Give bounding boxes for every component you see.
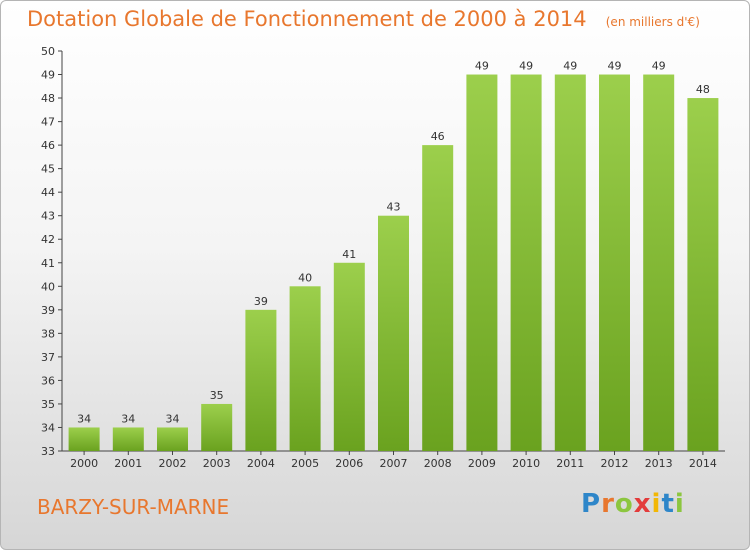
bar-2007 <box>378 215 409 451</box>
y-tick-label: 47 <box>41 116 55 129</box>
y-tick-label: 37 <box>41 351 55 364</box>
bar-2011 <box>554 74 586 451</box>
data-label-2012: 49 <box>608 60 622 73</box>
data-label-2003: 35 <box>210 389 224 402</box>
x-tick-label-2014: 2014 <box>689 457 717 470</box>
title-row: Dotation Globale de Fonctionnement de 20… <box>27 7 700 31</box>
y-tick-label: 33 <box>41 445 55 458</box>
y-tick-label: 34 <box>41 421 55 434</box>
logo-letter: P <box>581 489 602 519</box>
y-tick-label: 46 <box>41 139 55 152</box>
data-label-2011: 49 <box>563 60 577 73</box>
y-tick-label: 42 <box>41 233 55 246</box>
x-tick-label-2008: 2008 <box>424 457 452 470</box>
bar-2004 <box>245 309 277 451</box>
data-label-2010: 49 <box>519 60 533 73</box>
bar-2001 <box>112 427 144 451</box>
y-tick-label: 38 <box>41 327 55 340</box>
x-tick-label-2001: 2001 <box>114 457 142 470</box>
x-tick-label-2012: 2012 <box>601 457 629 470</box>
data-label-2002: 34 <box>166 412 180 425</box>
logo-letter: i <box>651 489 662 519</box>
bar-2009 <box>466 74 498 451</box>
logo-letter: t <box>661 489 675 519</box>
x-tick-label-2000: 2000 <box>70 457 98 470</box>
data-label-2013: 49 <box>652 60 666 73</box>
proxiti-logo: Proxiti <box>581 489 685 519</box>
y-tick-label: 43 <box>41 210 55 223</box>
bar-2013 <box>643 74 675 451</box>
data-label-2007: 43 <box>387 201 401 214</box>
x-tick-label-2010: 2010 <box>512 457 540 470</box>
logo-letter: x <box>633 489 652 519</box>
logo-letter: i <box>674 489 685 519</box>
x-tick-label-2005: 2005 <box>291 457 319 470</box>
bar-2002 <box>157 427 188 451</box>
y-tick-label: 49 <box>41 69 55 82</box>
bar-2005 <box>289 286 321 451</box>
x-tick-label-2011: 2011 <box>556 457 584 470</box>
y-tick-label: 41 <box>41 257 55 270</box>
y-tick-label: 44 <box>41 186 55 199</box>
x-tick-label-2002: 2002 <box>159 457 187 470</box>
logo-letter: o <box>614 489 634 519</box>
bar-2014 <box>687 98 719 451</box>
data-label-2008: 46 <box>431 130 445 143</box>
x-tick-label-2004: 2004 <box>247 457 275 470</box>
commune-name: BARZY-SUR-MARNE <box>37 495 230 519</box>
data-label-2001: 34 <box>121 412 135 425</box>
data-label-2009: 49 <box>475 60 489 73</box>
x-tick-label-2009: 2009 <box>468 457 496 470</box>
data-label-2014: 48 <box>696 83 710 96</box>
x-tick-label-2006: 2006 <box>335 457 363 470</box>
bar-2010 <box>510 74 542 451</box>
y-tick-label: 36 <box>41 374 55 387</box>
y-tick-label: 50 <box>41 45 55 58</box>
y-tick-label: 39 <box>41 304 55 317</box>
data-label-2000: 34 <box>77 412 91 425</box>
bar-2008 <box>422 145 454 451</box>
data-label-2006: 41 <box>342 248 356 261</box>
bar-2006 <box>333 262 365 451</box>
bar-2012 <box>599 74 630 451</box>
y-tick-label: 48 <box>41 92 55 105</box>
data-label-2004: 39 <box>254 295 268 308</box>
x-tick-label-2007: 2007 <box>380 457 408 470</box>
data-label-2005: 40 <box>298 271 312 284</box>
logo-letter: r <box>601 489 615 519</box>
x-tick-label-2013: 2013 <box>645 457 673 470</box>
chart-title: Dotation Globale de Fonctionnement de 20… <box>27 7 587 31</box>
bar-2003 <box>201 403 233 451</box>
y-tick-label: 45 <box>41 163 55 176</box>
chart-unit: (en milliers d'€) <box>605 15 700 29</box>
y-tick-label: 35 <box>41 398 55 411</box>
x-tick-label-2003: 2003 <box>203 457 231 470</box>
bar-2000 <box>68 427 100 451</box>
y-tick-label: 40 <box>41 280 55 293</box>
